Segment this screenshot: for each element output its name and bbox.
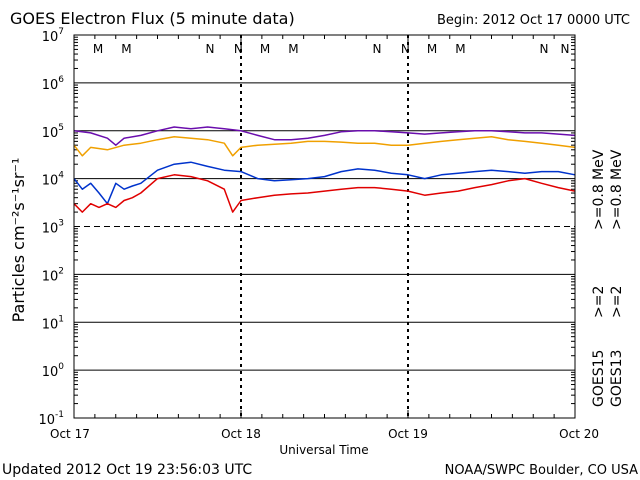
series-line-goes13-2 [73, 174, 576, 213]
y-axis-label: Particles cm⁻²s⁻¹sr⁻¹ [9, 158, 28, 323]
marker-label: M [260, 42, 270, 56]
legend-entry: GOES15 [591, 350, 607, 407]
marker-label: N [205, 42, 214, 56]
y-tick-label: 107 [42, 27, 64, 45]
legend-entry: >=0.8 [591, 184, 607, 230]
begin-time: Begin: 2012 Oct 17 0000 UTC [437, 13, 630, 28]
y-tick-label: 10-1 [38, 410, 64, 428]
x-tick-label: Oct 20 [559, 427, 599, 441]
x-tick-label: Oct 19 [388, 427, 428, 441]
x-tick-label: Oct 17 [50, 427, 90, 441]
marker-label: M [288, 42, 298, 56]
y-tick-label: 101 [42, 314, 64, 332]
x-tick-label: Oct 18 [221, 427, 261, 441]
day-separators [240, 35, 409, 418]
legend-entry: MeV [609, 149, 625, 180]
marker-label: N [561, 42, 570, 56]
x-axis-label: Universal Time [279, 443, 368, 457]
y-tick-label: 103 [42, 219, 64, 237]
updated-time: Updated 2012 Oct 19 23:56:03 UTC [2, 462, 252, 478]
y-tick-label: 102 [42, 266, 64, 284]
plot-frame [73, 34, 576, 419]
marker-label: N [372, 42, 381, 56]
marker-label: M [121, 42, 131, 56]
y-tick-label: 104 [42, 171, 65, 189]
marker-label: M [93, 42, 103, 56]
marker-label: M [427, 42, 437, 56]
legend-entry: MeV [591, 149, 607, 180]
legend-entry: >=2 [591, 286, 607, 318]
marker-label: M [455, 42, 465, 56]
y-tick-label: 105 [42, 123, 64, 141]
marker-label: N [234, 42, 243, 56]
y-axis-ticks: 107 106 105 104 103 102 101 100 10-1 [38, 27, 575, 428]
marker-label: N [401, 42, 410, 56]
series-line-goes15-2 [73, 161, 576, 205]
data-series [73, 126, 576, 213]
legend-entry: >=0.8 [609, 184, 625, 230]
marker-label: N [539, 42, 548, 56]
legend-entry: GOES13 [609, 350, 625, 407]
chart-title: GOES Electron Flux (5 minute data) [10, 9, 295, 28]
x-axis-ticks: Oct 17 Oct 18 Oct 19 Oct 20 [50, 35, 599, 441]
grid-lines [74, 34, 575, 419]
series-line-goes13-08 [73, 135, 576, 157]
credit: NOAA/SWPC Boulder, CO USA [445, 463, 638, 478]
y-tick-label: 100 [42, 362, 65, 380]
series-line-goes15-08 [73, 126, 576, 146]
legend-entry: >=2 [609, 286, 625, 318]
y-tick-label: 106 [42, 75, 65, 93]
